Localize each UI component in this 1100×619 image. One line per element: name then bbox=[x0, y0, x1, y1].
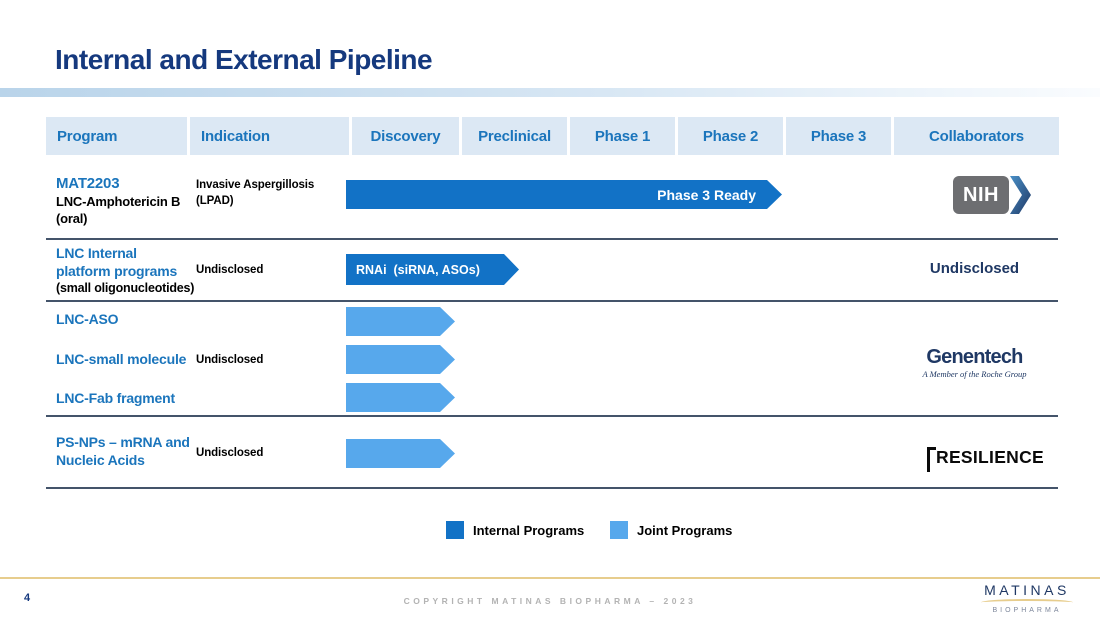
copyright-text: COPYRIGHT MATINAS BIOPHARMA – 2023 bbox=[403, 596, 697, 606]
stage-arrow-label: Phase 3 Ready bbox=[657, 186, 756, 203]
program-name-lnc-platform: LNC Internal platform programs (small ol… bbox=[56, 245, 195, 295]
matinas-logo-text: MATINAS bbox=[984, 582, 1070, 598]
program-name-lnc-fab-fragment: LNC-Fab fragment bbox=[56, 390, 175, 406]
matinas-logo-subtext: BIOPHARMA bbox=[992, 607, 1062, 614]
program-name-psnp: PS-NPs – mRNA and Nucleic Acids bbox=[56, 434, 190, 468]
indication-lnc-group: Undisclosed bbox=[196, 354, 264, 366]
legend-swatch-internal bbox=[446, 521, 464, 539]
legend-internal-programs: Internal Programs bbox=[446, 521, 584, 539]
stage-arrow-psnp bbox=[346, 439, 455, 468]
column-header-discovery: Discovery bbox=[352, 117, 459, 155]
page-number: 4 bbox=[24, 592, 31, 604]
column-header-preclinical: Preclinical bbox=[462, 117, 567, 155]
resilience-logo-text: RESILIENCE bbox=[936, 447, 1045, 467]
pipeline-table-header: Program Indication Discovery Preclinical… bbox=[46, 117, 1059, 155]
legend-joint-programs: Joint Programs bbox=[610, 521, 732, 539]
nih-logo-text: NIH bbox=[953, 176, 1009, 214]
genentech-tagline: A Member of the Roche Group bbox=[922, 369, 1027, 379]
stage-arrow-mat2203: Phase 3 Ready bbox=[346, 180, 782, 209]
stage-arrow-lnc-platform: RNAi (siRNA, ASOs) bbox=[346, 254, 519, 285]
stage-arrow-lnc-fab-fragment bbox=[346, 383, 455, 412]
row-separator bbox=[46, 487, 1058, 489]
program-name-mat2203: MAT2203 LNC-Amphotericin B (oral) bbox=[56, 175, 181, 226]
collaborator-undisclosed: Undisclosed bbox=[929, 260, 1020, 277]
row-separator bbox=[46, 300, 1058, 302]
program-name-lnc-small-molecule: LNC-small molecule bbox=[56, 351, 187, 367]
footer-divider bbox=[0, 577, 1100, 579]
column-header-program: Program bbox=[46, 117, 187, 155]
resilience-bracket-icon bbox=[927, 447, 936, 472]
stage-arrow-label: RNAi (siRNA, ASOs) bbox=[356, 262, 480, 277]
column-header-collaborators: Collaborators bbox=[894, 117, 1059, 155]
program-name-lnc-aso: LNC-ASO bbox=[56, 311, 119, 327]
matinas-logo-arc bbox=[981, 599, 1073, 606]
nih-logo: NIH bbox=[953, 176, 1033, 214]
stage-arrow-lnc-small-molecule bbox=[346, 345, 455, 374]
column-header-phase1: Phase 1 bbox=[570, 117, 675, 155]
column-header-phase3: Phase 3 bbox=[786, 117, 891, 155]
indication-lnc-platform: Undisclosed bbox=[196, 264, 264, 276]
indication-mat2203: Invasive Aspergillosis (LPAD) bbox=[196, 179, 315, 207]
nih-chevron-icon bbox=[1010, 176, 1031, 214]
indication-psnp: Undisclosed bbox=[196, 447, 264, 459]
matinas-logo: MATINAS BIOPHARMA bbox=[972, 582, 1082, 614]
column-header-indication: Indication bbox=[190, 117, 349, 155]
genentech-logo-text: Genentech bbox=[926, 346, 1023, 368]
genentech-logo: Genentech A Member of the Roche Group bbox=[891, 347, 1058, 379]
page-title: Internal and External Pipeline bbox=[55, 44, 433, 75]
stage-arrow-lnc-aso bbox=[346, 307, 455, 336]
row-separator bbox=[46, 415, 1058, 417]
column-header-phase2: Phase 2 bbox=[678, 117, 783, 155]
title-underline-band bbox=[0, 88, 1100, 97]
row-separator bbox=[46, 238, 1058, 240]
resilience-logo: RESILIENCE bbox=[927, 446, 1044, 472]
legend-swatch-joint bbox=[610, 521, 628, 539]
